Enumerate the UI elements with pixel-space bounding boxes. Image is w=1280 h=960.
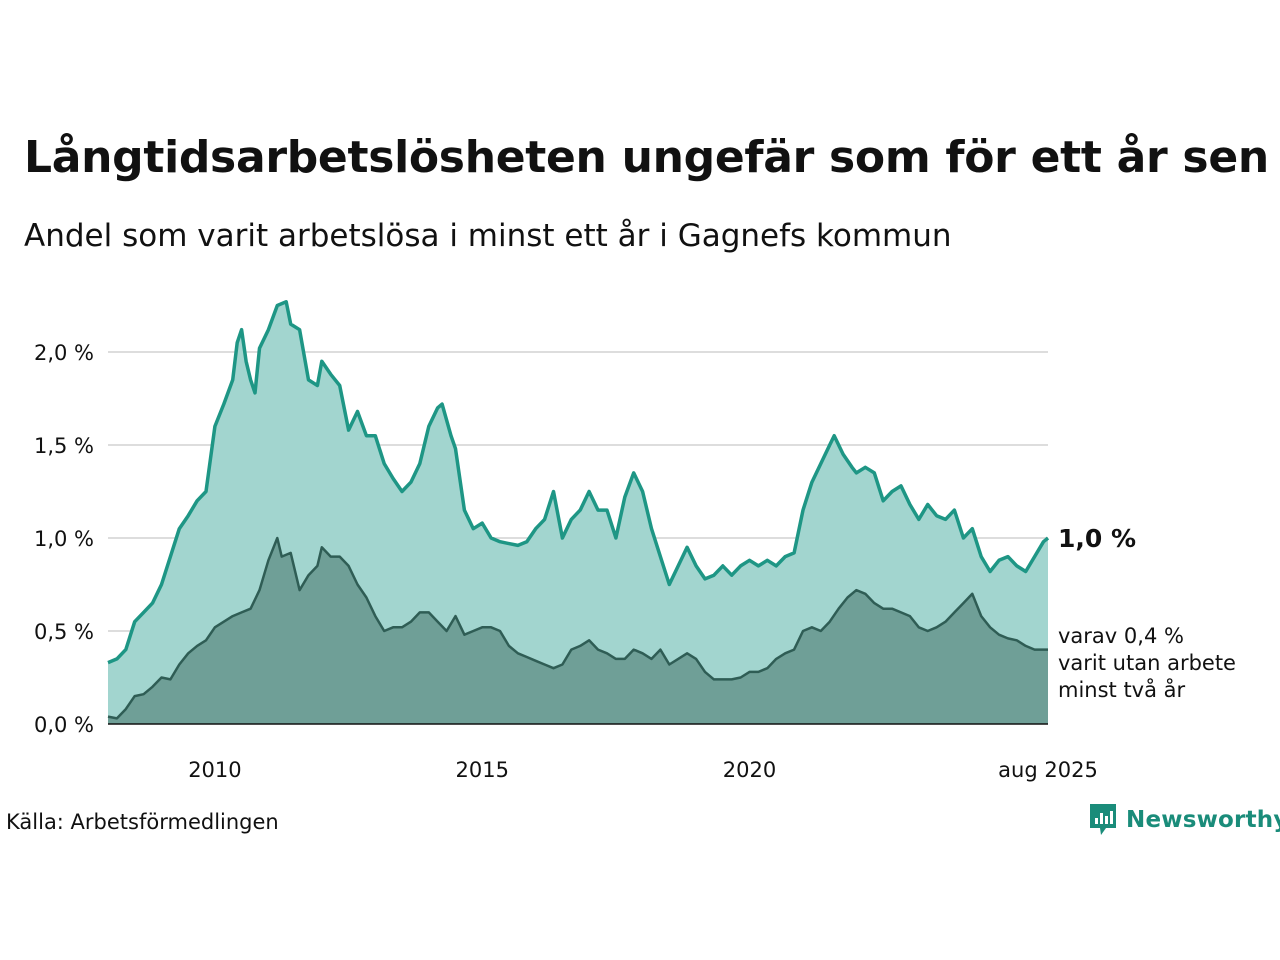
y-tick-label: 0,0 % (34, 713, 94, 737)
x-axis: 2010 2015 2020 aug 2025 (188, 758, 1098, 782)
y-tick-label: 1,0 % (34, 527, 94, 551)
y-tick-label: 0,5 % (34, 620, 94, 644)
end-label-primary: 1,0 % (1058, 524, 1136, 553)
y-tick-label: 2,0 % (34, 341, 94, 365)
area-fill-minst_tva_ar (108, 538, 1048, 724)
series-line-min_ett_ar (107, 300, 1050, 665)
brand-name: Newsworthy (1126, 807, 1280, 833)
source-note: Källa: Arbetsförmedlingen (6, 810, 279, 834)
end-label-secondary-line: varit utan arbete (1058, 651, 1236, 675)
x-tick-label: 2020 (723, 758, 776, 782)
end-label-secondary-line: minst två år (1058, 677, 1186, 702)
y-tick-label: 1,5 % (34, 434, 94, 458)
end-label-secondary-line: varav 0,4 % (1058, 624, 1184, 648)
chart-subtitle: Andel som varit arbetslösa i minst ett å… (24, 218, 952, 254)
series-areas (107, 300, 1050, 725)
series-line-minst_tva_ar (107, 536, 1048, 720)
x-tick-label: 2015 (455, 758, 508, 782)
chart-title: Långtidsarbetslösheten ungefär som för e… (24, 132, 1269, 183)
x-tick-label: 2010 (188, 758, 241, 782)
x-tick-label: aug 2025 (998, 758, 1098, 782)
y-axis: 0,0 % 0,5 % 1,0 % 1,5 % 2,0 % (34, 341, 94, 737)
newsworthy-logo-icon (1090, 804, 1116, 835)
brand-logo[interactable]: Newsworthy (1088, 802, 1280, 838)
